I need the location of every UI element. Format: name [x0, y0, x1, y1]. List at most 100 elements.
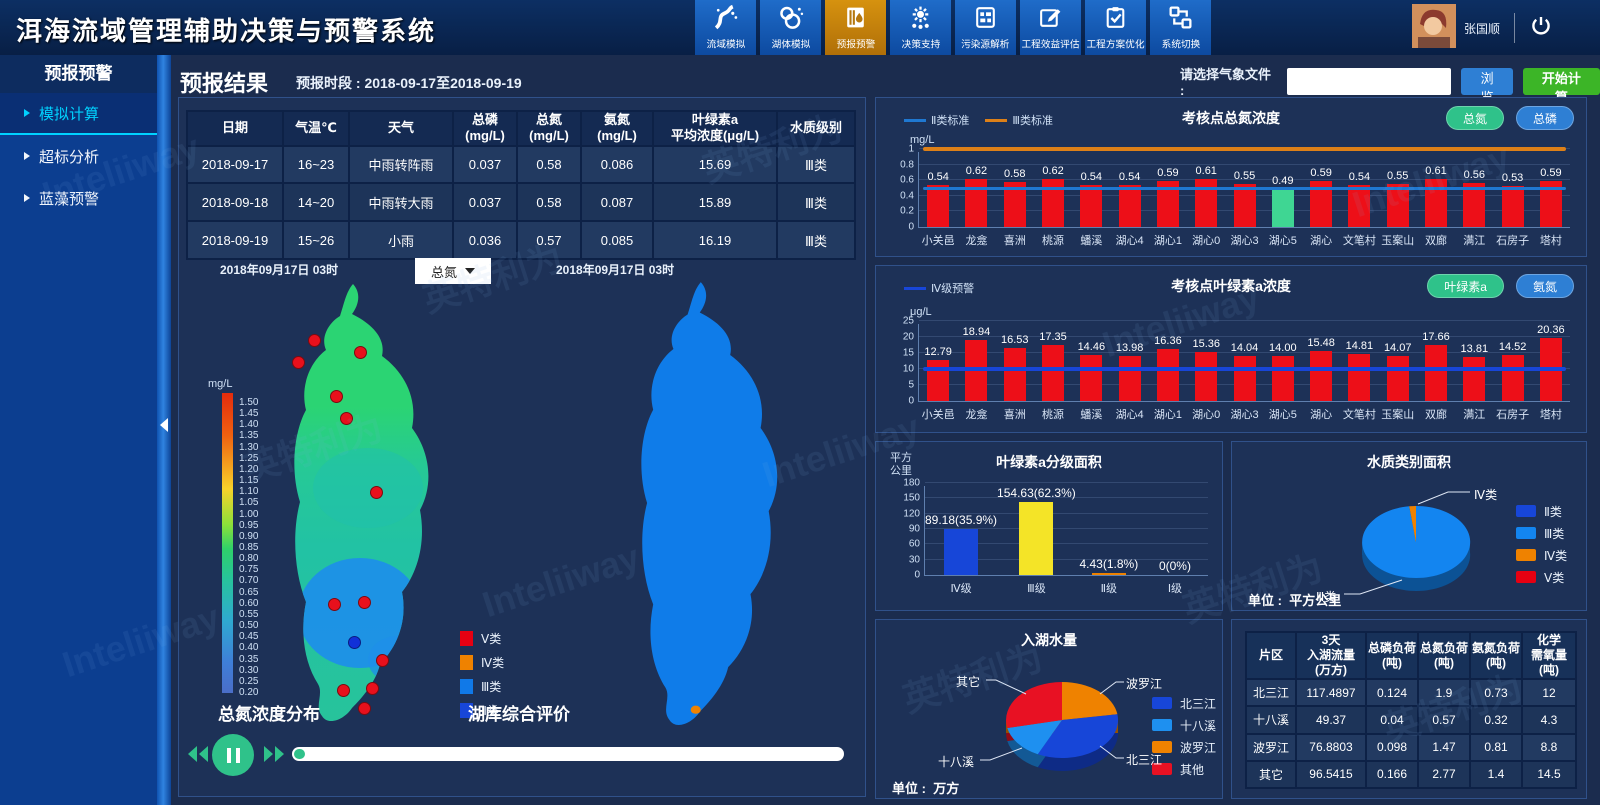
colorbar-labels: 1.50 1.45 1.40 1.35 1.30 1.25 1.20 1.15 1.10 1.05…	[239, 393, 273, 698]
bar[interactable]	[1156, 180, 1179, 227]
power-icon[interactable]	[1529, 14, 1553, 43]
nav-tile-benefit-evaluation[interactable]: 工程效益评估	[1020, 0, 1081, 55]
rewind-icon[interactable]	[186, 744, 210, 764]
table-cell: 北三江	[1245, 677, 1297, 708]
nav-tile-label: 工程方案优化	[1086, 38, 1145, 50]
sidebar-item-active[interactable]: 模拟计算	[0, 93, 157, 135]
bar[interactable]	[1080, 184, 1103, 227]
colorbar-tick: 0.40	[239, 642, 259, 654]
bar[interactable]	[1348, 353, 1371, 401]
monitoring-point[interactable]	[370, 486, 383, 499]
bar-slot: 0.61 双廊	[1417, 152, 1455, 247]
bar[interactable]	[1310, 351, 1333, 401]
bar[interactable]	[1425, 344, 1447, 401]
bar-value-label: 13.98	[1115, 342, 1144, 355]
chart-legend-item: Ⅳ级预警	[904, 280, 974, 296]
bar[interactable]	[1539, 180, 1562, 227]
bar[interactable]	[1386, 355, 1409, 401]
bar[interactable]	[1042, 178, 1065, 227]
weather-file-input[interactable]	[1287, 67, 1452, 95]
user-box: 张国顺	[1412, 3, 1553, 53]
inflow-pie-legend: 北三江 十八溪 波罗江 其他	[1152, 692, 1216, 780]
monitoring-point[interactable]	[376, 654, 389, 667]
bar[interactable]	[1501, 354, 1524, 401]
table-cell: 16~23	[282, 144, 350, 185]
x-category-label: 塔村	[1539, 235, 1562, 247]
chart-toggle-button[interactable]: 氨氮	[1515, 274, 1574, 298]
bar[interactable]	[1463, 356, 1486, 401]
bar[interactable]	[1080, 354, 1103, 401]
monitoring-point[interactable]	[340, 412, 353, 425]
bar[interactable]	[927, 184, 950, 227]
water-class-legend-item: Ⅳ类	[460, 650, 504, 674]
nav-tile-pollution-source[interactable]: 污染源解析	[955, 0, 1016, 55]
bar[interactable]	[1042, 345, 1065, 401]
pause-button[interactable]	[212, 734, 254, 776]
sidebar-item-item[interactable]: 超标分析	[0, 135, 157, 177]
x-category-label: 湖心0	[1192, 235, 1221, 247]
bar[interactable]	[944, 529, 979, 575]
bar[interactable]	[1003, 348, 1026, 401]
bar[interactable]	[1271, 356, 1294, 401]
sidebar-item-item[interactable]: 蓝藻预警	[0, 177, 157, 219]
bar[interactable]	[1003, 181, 1026, 227]
monitoring-point[interactable]	[330, 390, 343, 403]
user-avatar[interactable]	[1412, 3, 1456, 53]
monitoring-point[interactable]	[358, 596, 371, 609]
monitoring-point[interactable]	[337, 684, 350, 697]
bar[interactable]	[1233, 184, 1256, 227]
monitoring-point[interactable]	[358, 702, 371, 715]
monitoring-point[interactable]	[292, 356, 305, 369]
monitoring-point[interactable]	[328, 598, 341, 611]
bar[interactable]	[1195, 351, 1218, 401]
bar-value-label: 0.54	[1080, 170, 1103, 183]
x-category-label: 喜洲	[1003, 235, 1026, 247]
bar[interactable]	[1348, 184, 1371, 227]
x-category-label: 石房子	[1496, 235, 1530, 247]
bar[interactable]	[1091, 572, 1126, 575]
bar[interactable]	[1425, 179, 1447, 227]
x-category-label: 文笔村	[1342, 235, 1376, 247]
start-calculation-button[interactable]: 开始计算	[1522, 67, 1600, 105]
parameter-dropdown[interactable]: 总氮	[415, 258, 491, 284]
timeline-progress	[294, 749, 305, 759]
legend-label: Ⅳ类	[481, 655, 505, 670]
table-row: 2018-09-19 15~26 小雨 0.036 0.57 0.085 16.19 Ⅲ类	[186, 220, 856, 260]
y-tick-label: 90	[908, 523, 920, 535]
bar[interactable]	[1271, 188, 1294, 227]
bar[interactable]	[1156, 348, 1179, 401]
bar[interactable]	[1310, 180, 1333, 227]
nav-tile-plan-optimization[interactable]: 工程方案优化	[1085, 0, 1146, 55]
nav-tile-decision-support[interactable]: 决策支持	[890, 0, 951, 55]
bar[interactable]	[965, 178, 988, 227]
fast-forward-icon[interactable]	[262, 744, 286, 764]
bar[interactable]	[1463, 183, 1486, 227]
bar[interactable]	[1233, 356, 1256, 401]
bar[interactable]	[1118, 356, 1141, 401]
sidebar-item-label: 超标分析	[39, 148, 100, 166]
bar[interactable]	[1019, 502, 1054, 575]
gridline	[919, 336, 1570, 337]
monitoring-point-selected[interactable]	[348, 636, 361, 649]
browse-button[interactable]: 浏览	[1461, 67, 1513, 105]
chart-toggle-button[interactable]: 总氮	[1445, 106, 1504, 130]
chart-toggle-button[interactable]: 叶绿素a	[1427, 274, 1504, 298]
bar[interactable]	[1118, 184, 1141, 227]
timeline-seekbar[interactable]	[292, 747, 844, 761]
monitoring-point[interactable]	[366, 682, 379, 695]
nav-tile-lake-sim[interactable]: 湖体模拟	[760, 0, 821, 55]
lake-evaluation-map[interactable]	[590, 276, 842, 732]
gridline	[919, 163, 1570, 165]
bar[interactable]	[1386, 184, 1409, 227]
monitoring-point[interactable]	[354, 346, 367, 359]
nav-tile-system-switch[interactable]: 系统切换	[1150, 0, 1211, 55]
nav-tile-watershed-sim[interactable]: 流域模拟	[695, 0, 756, 55]
bar[interactable]	[1195, 179, 1218, 227]
tn-distribution-map[interactable]	[248, 278, 488, 728]
inflow-volume-panel: 入湖水量 北三江 十八溪 波罗江 其他 单位 : 万方 波罗江 北三江 十八溪 其它	[875, 619, 1223, 799]
sidebar-collapse-icon[interactable]	[160, 418, 168, 432]
monitoring-point[interactable]	[308, 334, 321, 347]
chart-toggle-button[interactable]: 总磷	[1515, 106, 1574, 130]
bar[interactable]	[1501, 185, 1524, 227]
nav-tile-forecast-warning[interactable]: 预报预警	[825, 0, 886, 55]
